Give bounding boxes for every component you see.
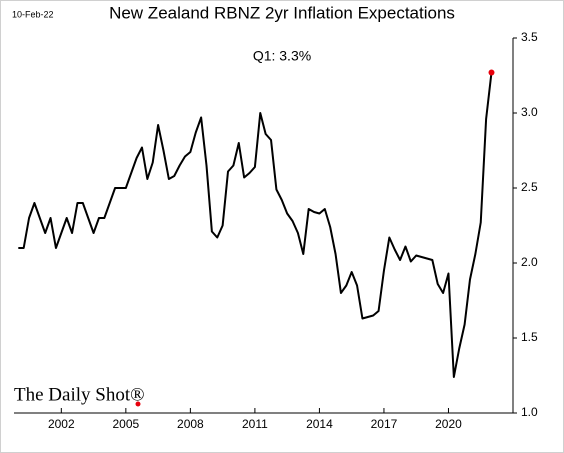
logo-dot [135,401,141,407]
y-tick-label: 3.0 [521,105,538,119]
annotation: Q1: 3.3% [253,48,311,64]
x-tick-label: 2002 [48,417,75,431]
y-tick-label: 1.0 [521,405,538,419]
y-tick-label: 2.0 [521,255,538,269]
chart-title: New Zealand RBNZ 2yr Inflation Expectati… [109,3,455,22]
x-tick-label: 2017 [371,417,398,431]
x-tick-label: 2020 [435,417,462,431]
y-tick-label: 2.5 [521,180,538,194]
source-logo: The Daily Shot® [14,384,145,405]
x-tick-label: 2008 [177,417,204,431]
x-tick-label: 2005 [112,417,139,431]
x-tick-label: 2014 [306,417,333,431]
y-tick-label: 3.5 [521,30,538,44]
last-point [488,69,495,76]
x-tick-label: 2011 [242,417,268,431]
series-line [18,72,493,378]
y-tick-label: 1.5 [521,330,538,344]
date-label: 10-Feb-22 [12,9,54,19]
